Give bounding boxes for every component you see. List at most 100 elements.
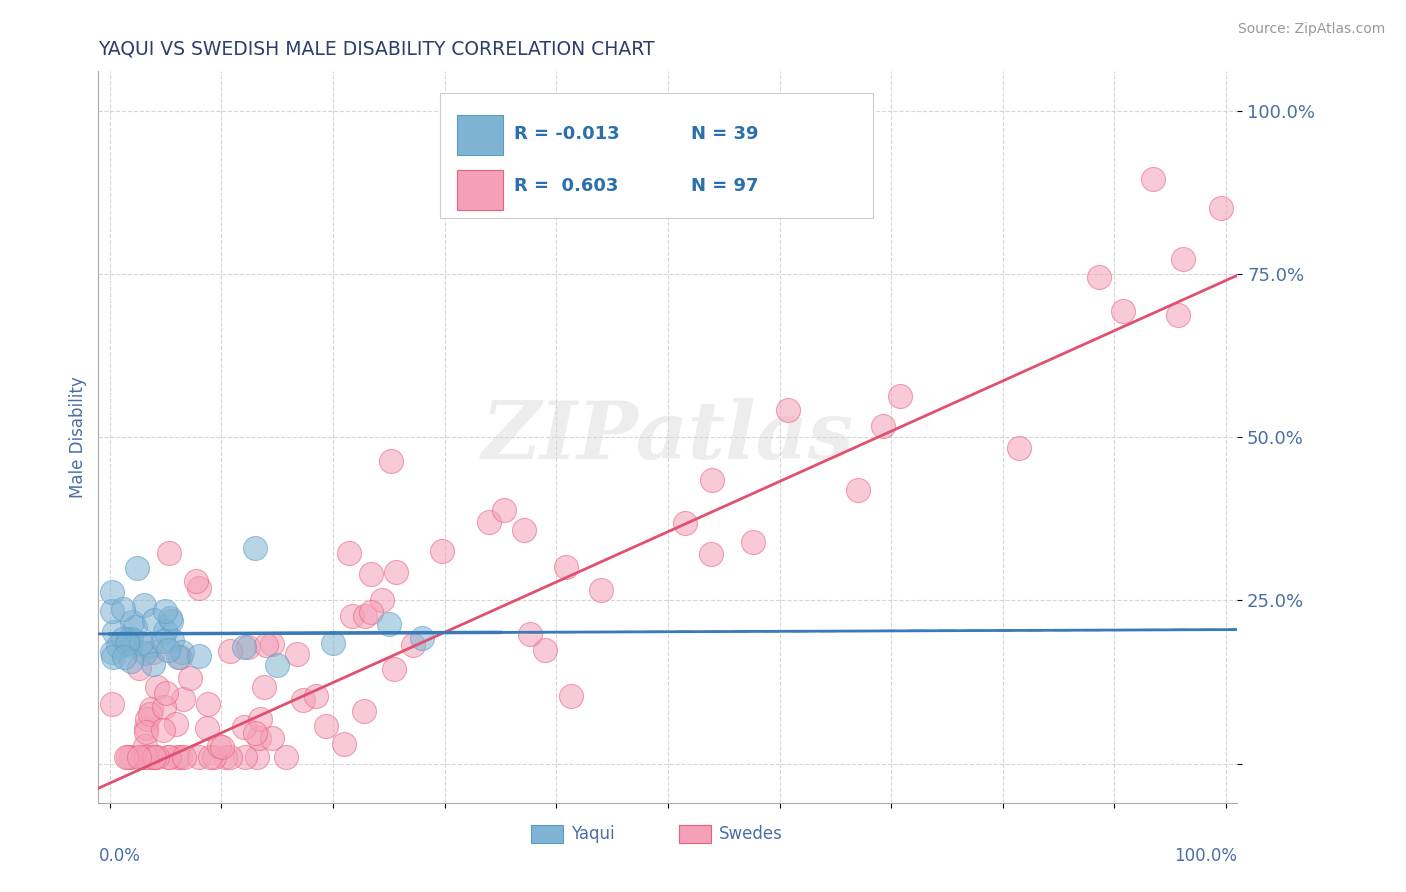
Point (291, 693, 314, 707)
Point (208, 739, 231, 754)
Point (534, 643, 557, 657)
Point (360, 566, 382, 581)
Point (103, 624, 125, 639)
Point (127, 560, 149, 574)
FancyBboxPatch shape (457, 115, 503, 155)
Point (256, 638, 278, 652)
Point (112, 650, 135, 665)
FancyBboxPatch shape (457, 170, 503, 211)
Point (285, 647, 308, 661)
Point (103, 649, 125, 664)
Point (152, 723, 174, 737)
Point (157, 750, 180, 764)
Point (139, 750, 162, 764)
Point (889, 389, 911, 403)
Point (377, 617, 399, 632)
Point (371, 593, 394, 607)
Point (249, 713, 271, 727)
Point (124, 620, 146, 634)
Point (519, 627, 541, 641)
Point (170, 644, 193, 658)
Point (232, 640, 254, 654)
Point (139, 639, 162, 653)
Point (153, 700, 176, 714)
Y-axis label: Male Disability: Male Disability (69, 376, 87, 498)
Point (219, 750, 242, 764)
Point (589, 582, 612, 597)
Point (197, 698, 219, 712)
Point (143, 750, 166, 764)
Point (143, 750, 166, 764)
Point (1171, 252, 1194, 266)
Point (120, 632, 142, 646)
Point (195, 721, 218, 735)
Point (101, 604, 124, 618)
Point (776, 403, 799, 417)
Point (107, 639, 129, 653)
Point (134, 739, 156, 753)
Point (129, 635, 152, 649)
Point (187, 750, 209, 764)
Point (120, 750, 142, 764)
Point (155, 624, 177, 639)
Text: R =  0.603: R = 0.603 (515, 178, 619, 195)
Point (157, 643, 180, 657)
Point (233, 720, 256, 734)
Point (354, 608, 377, 623)
Point (101, 644, 124, 658)
Point (111, 602, 134, 616)
Point (700, 473, 723, 487)
Point (115, 636, 138, 650)
Point (134, 721, 156, 735)
Point (332, 737, 354, 751)
Text: R = -0.013: R = -0.013 (515, 125, 620, 143)
Point (384, 566, 406, 580)
Point (382, 662, 405, 676)
Point (211, 740, 233, 755)
Text: N = 39: N = 39 (690, 125, 758, 143)
Point (166, 750, 188, 764)
Point (214, 750, 236, 764)
Point (135, 724, 157, 739)
Point (160, 632, 183, 647)
Point (155, 686, 177, 700)
Point (260, 637, 283, 651)
Point (253, 680, 276, 694)
Point (246, 750, 269, 764)
Point (179, 671, 201, 685)
Point (218, 644, 240, 658)
Point (1167, 308, 1189, 322)
Point (146, 680, 169, 694)
Text: YAQUI VS SWEDISH MALE DISABILITY CORRELATION CHART: YAQUI VS SWEDISH MALE DISABILITY CORRELA… (98, 39, 655, 59)
Point (411, 631, 433, 645)
Point (233, 750, 256, 764)
Point (120, 654, 142, 668)
Point (159, 611, 181, 625)
Point (138, 706, 160, 721)
Point (101, 584, 124, 599)
Text: Source: ZipAtlas.com: Source: ZipAtlas.com (1237, 22, 1385, 37)
Point (315, 719, 337, 733)
Point (157, 547, 180, 561)
Point (172, 691, 194, 706)
Point (337, 545, 360, 559)
Point (143, 613, 166, 627)
Point (118, 638, 141, 652)
Point (132, 598, 155, 612)
Point (200, 750, 222, 764)
Point (260, 731, 283, 745)
Point (1142, 171, 1164, 186)
Point (340, 608, 363, 623)
Point (353, 704, 375, 718)
Point (360, 606, 382, 620)
Point (112, 632, 135, 647)
Point (247, 731, 270, 745)
Point (132, 750, 155, 764)
Point (872, 418, 894, 433)
Point (1111, 304, 1133, 318)
Point (266, 658, 288, 673)
Point (142, 657, 165, 672)
Point (160, 614, 183, 628)
Point (165, 717, 187, 731)
Point (555, 559, 578, 574)
